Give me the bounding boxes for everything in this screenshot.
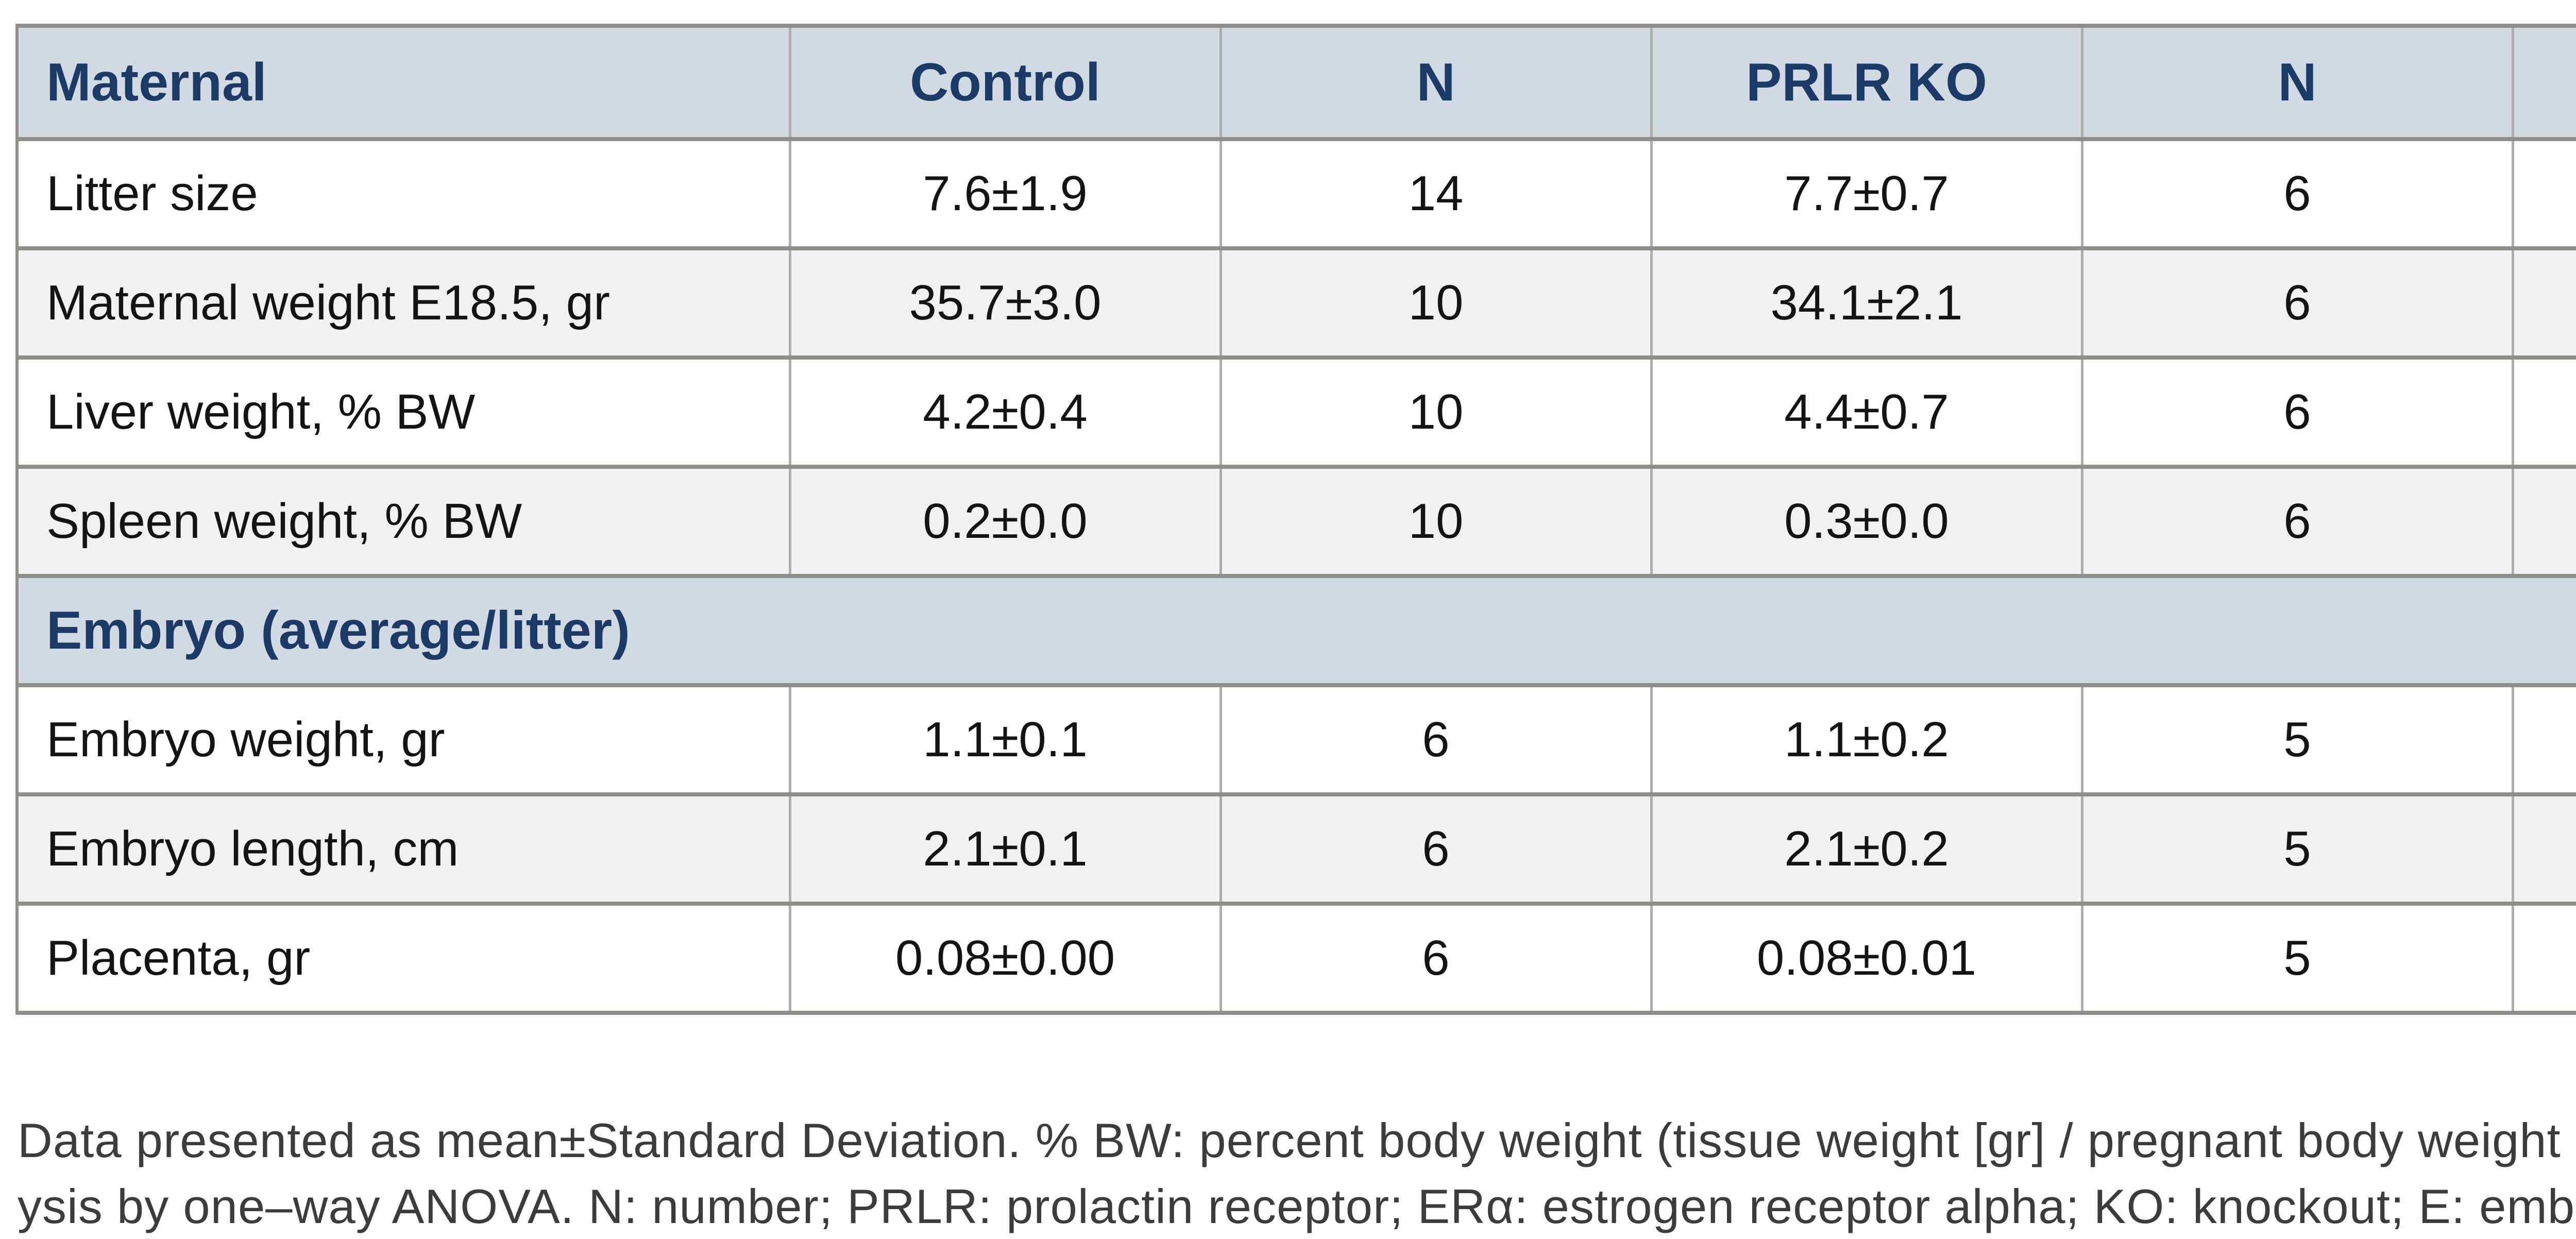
row-label: Spleen weight, % BW xyxy=(15,465,791,578)
cell-n: 5 xyxy=(2080,683,2514,796)
cell-control: 4.2±0.4 xyxy=(788,355,1222,469)
header-row: Maternal Control N PRLR KO N ERα KO N P xyxy=(15,24,2576,141)
cell-prlr-ko: 34.1±2.1 xyxy=(1650,246,2083,360)
col-header-n1: N xyxy=(1219,24,1653,141)
cell-prlr-ko: 4.4±0.7 xyxy=(1650,355,2083,469)
cell-n: 6 xyxy=(2080,355,2514,469)
table-footnote: Data presented as mean±Standard Deviatio… xyxy=(18,1108,2576,1239)
cell-n: 6 xyxy=(1219,683,1653,796)
cell-era-ko: 0.3±0.1 xyxy=(2511,465,2576,578)
cell-prlr-ko: 7.7±0.7 xyxy=(1650,137,2083,250)
table-body: Litter size 7.6±1.9 14 7.7±0.7 6 8.0±1.7… xyxy=(15,137,2576,1015)
col-header-era-ko: ERα KO xyxy=(2511,24,2576,141)
cell-n: 5 xyxy=(2080,902,2514,1015)
row-label: Maternal weight E18.5, gr xyxy=(15,246,791,360)
cell-n: 10 xyxy=(1219,355,1653,469)
table-row-placenta: Placenta, gr 0.08±0.00 6 0.08±0.01 5 0.0… xyxy=(15,902,2576,1015)
cell-era-ko: 8.0±1.7 xyxy=(2511,137,2576,250)
table-row-liver-weight: Liver weight, % BW 4.2±0.4 10 4.4±0.7 6 … xyxy=(15,355,2576,469)
cell-prlr-ko: 0.08±0.01 xyxy=(1650,902,2083,1015)
col-header-prlr-ko: PRLR KO xyxy=(1650,24,2083,141)
col-header-control: Control xyxy=(788,24,1222,141)
cell-n: 6 xyxy=(1219,792,1653,906)
cell-era-ko: 0.07±0.00 xyxy=(2511,902,2576,1015)
cell-prlr-ko: 1.1±0.2 xyxy=(1650,683,2083,796)
col-header-maternal: Maternal xyxy=(15,24,791,141)
cell-n: 14 xyxy=(1219,137,1653,250)
cell-prlr-ko: 2.1±0.2 xyxy=(1650,792,2083,906)
table-row-maternal-weight: Maternal weight E18.5, gr 35.7±3.0 10 34… xyxy=(15,246,2576,360)
row-label: Embryo length, cm xyxy=(15,792,791,906)
cell-n: 6 xyxy=(2080,137,2514,250)
table-row-litter-size: Litter size 7.6±1.9 14 7.7±0.7 6 8.0±1.7… xyxy=(15,137,2576,250)
cell-n: 6 xyxy=(2080,465,2514,578)
table-row-embryo-weight: Embryo weight, gr 1.1±0.1 6 1.1±0.2 5 1.… xyxy=(15,683,2576,796)
row-label: Embryo weight, gr xyxy=(15,683,791,796)
cell-n: 10 xyxy=(1219,465,1653,578)
cell-control: 2.1±0.1 xyxy=(788,792,1222,906)
table-header: Maternal Control N PRLR KO N ERα KO N P xyxy=(15,24,2576,141)
cell-era-ko: 4.3±0.3 xyxy=(2511,355,2576,469)
cell-control: 7.6±1.9 xyxy=(788,137,1222,250)
cell-n: 10 xyxy=(1219,246,1653,360)
cell-control: 0.08±0.00 xyxy=(788,902,1222,1015)
cell-n: 6 xyxy=(1219,902,1653,1015)
cell-n: 5 xyxy=(2080,792,2514,906)
row-label: Litter size xyxy=(15,137,791,250)
cell-n: 6 xyxy=(2080,246,2514,360)
cell-era-ko: 1.2±0.1 xyxy=(2511,683,2576,796)
cell-control: 0.2±0.0 xyxy=(788,465,1222,578)
row-label: Placenta, gr xyxy=(15,902,791,1015)
cell-prlr-ko: 0.3±0.0 xyxy=(1650,465,2083,578)
footnote-line-1: Data presented as mean±Standard Deviatio… xyxy=(18,1113,2576,1167)
col-header-n2: N xyxy=(2080,24,2514,141)
cell-control: 1.1±0.1 xyxy=(788,683,1222,796)
cell-control: 35.7±3.0 xyxy=(788,246,1222,360)
table-row-spleen-weight: Spleen weight, % BW 0.2±0.0 10 0.3±0.0 6… xyxy=(15,465,2576,578)
table-row-embryo-length: Embryo length, cm 2.1±0.1 6 2.1±0.2 5 2.… xyxy=(15,792,2576,906)
footnote-line-2: ysis by one–way ANOVA. N: number; PRLR: … xyxy=(18,1179,2576,1233)
cell-era-ko: 2.2±0.1 xyxy=(2511,792,2576,906)
section-row-embryo: Embryo (average/litter) xyxy=(15,574,2576,687)
row-label: Liver weight, % BW xyxy=(15,355,791,469)
cell-era-ko: 37.9±3.7 xyxy=(2511,246,2576,360)
results-table: Maternal Control N PRLR KO N ERα KO N P … xyxy=(15,24,2576,1015)
section-label: Embryo (average/litter) xyxy=(15,574,2576,687)
